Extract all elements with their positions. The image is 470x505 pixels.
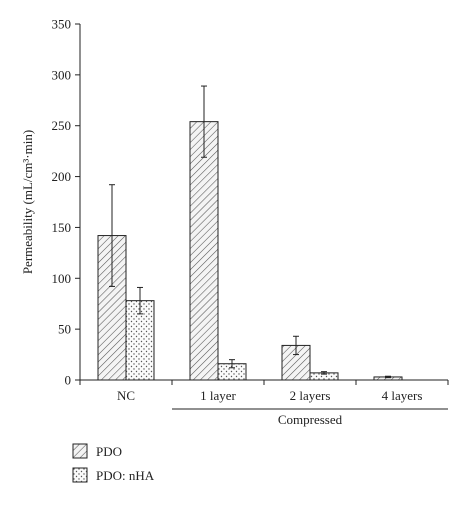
x-category-label: NC — [117, 388, 135, 403]
y-tick-label: 0 — [65, 373, 72, 388]
y-tick-label: 100 — [52, 271, 72, 286]
bars — [97, 85, 403, 381]
legend-swatch — [72, 467, 88, 483]
bar-pdo-1 — [189, 121, 219, 381]
y-tick-label: 200 — [52, 169, 72, 184]
legend: PDO PDO: nHA — [72, 443, 155, 483]
y-tick-label: 350 — [52, 17, 72, 32]
legend-label: PDO — [96, 444, 122, 459]
y-axis-title: Permeability (mL/cm³·min) — [20, 130, 35, 274]
labels: NC 1 layer 2 layers 4 layers Compressed — [117, 388, 448, 427]
x-category-label: 2 layers — [290, 388, 331, 403]
x-category-label: 1 layer — [200, 388, 236, 403]
legend-label: PDO: nHA — [96, 468, 155, 483]
legend-swatch — [72, 443, 88, 459]
y-tick-label: 300 — [52, 67, 72, 82]
axes: 0 50 100 150 200 250 300 350 Permeability (mL/cm… — [20, 17, 449, 388]
x-category-label: 4 layers — [382, 388, 423, 403]
y-tick-label: 150 — [52, 220, 72, 235]
y-tick-label: 50 — [58, 322, 71, 337]
y-tick-label: 250 — [52, 118, 72, 133]
group-label: Compressed — [278, 412, 343, 427]
